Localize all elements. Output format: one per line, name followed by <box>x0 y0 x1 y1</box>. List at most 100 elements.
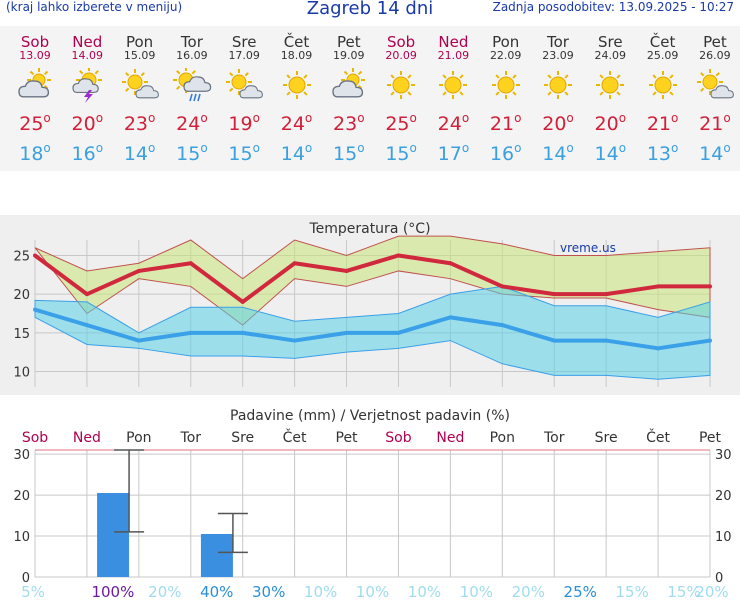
min-temperature-point <box>552 338 557 343</box>
min-temperature-point <box>84 323 89 328</box>
sun-cloud-icon <box>224 68 264 104</box>
degree-sign: o <box>200 141 208 155</box>
page-title: Zagreb 14 dni <box>306 0 434 19</box>
precipitation-probability: 20% <box>695 583 728 600</box>
min-temperature: 14o <box>689 141 740 165</box>
day-date: 16.09 <box>176 49 208 62</box>
watermark: vreme.us <box>560 241 616 255</box>
y-tick-label-right: 20 <box>715 489 732 504</box>
degree-sign: o <box>461 141 470 155</box>
max-temperature-value: 20 <box>594 113 619 135</box>
min-temperature: 15o <box>323 141 375 165</box>
degree-sign: o <box>95 111 104 125</box>
precipitation-day-label: Sob <box>385 430 411 446</box>
day-name: Pet <box>703 33 727 51</box>
degree-sign: o <box>514 141 522 155</box>
day-date: 18.09 <box>280 49 313 62</box>
y-tick-label: 10 <box>13 366 30 381</box>
precipitation-probability: 10% <box>408 583 441 600</box>
max-temperature-point <box>448 261 453 266</box>
day-header: Tor 23.09 <box>532 34 584 62</box>
day-date: 15.09 <box>123 49 156 62</box>
min-temperature-point <box>33 307 37 312</box>
max-temperature-value: 21 <box>699 113 724 135</box>
precipitation-probability: 15% <box>667 583 700 600</box>
sun-icon <box>381 68 421 104</box>
max-temperature-point <box>604 292 609 297</box>
min-temperature: 15o <box>375 141 427 165</box>
degree-sign: o <box>514 111 522 125</box>
y-tick-label: 25 <box>13 249 30 264</box>
day-header: Pet 26.09 <box>689 34 740 62</box>
y-tick-label-left: 10 <box>13 530 30 545</box>
degree-sign: o <box>252 141 260 155</box>
day-header: Ned 14.09 <box>61 34 113 62</box>
precipitation-day-label: Ned <box>436 430 464 446</box>
min-temperature-point <box>292 338 297 343</box>
min-temperature-value: 15 <box>228 143 253 165</box>
daily-forecast-strip: Sob 13.09 25o 18o Ned 14.09 20o 16o Pon 15.09 23o 1… <box>0 26 740 171</box>
min-temperature-value: 16 <box>71 143 96 165</box>
max-temperature-point <box>344 268 349 273</box>
min-temperature: 13o <box>637 141 689 165</box>
y-tick-label-right: 30 <box>715 448 732 463</box>
max-temperature: 25o <box>9 111 61 135</box>
min-temperature-value: 16 <box>489 143 515 165</box>
day-date: 26.09 <box>699 49 731 62</box>
day-date: 14.09 <box>71 49 104 62</box>
day-date: 13.09 <box>19 49 51 62</box>
day-date: 24.09 <box>594 49 627 62</box>
degree-sign: o <box>409 111 417 125</box>
max-temperature-point <box>188 261 193 266</box>
precipitation-day-label: Sre <box>231 430 254 446</box>
max-temperature-value: 24 <box>280 113 305 135</box>
precipitation-day-label: Pon <box>490 430 515 446</box>
y-tick-label: 20 <box>13 288 30 303</box>
precipitation-probability: 10% <box>356 583 389 600</box>
min-temperature: 15o <box>166 141 218 165</box>
precipitation-probability: 20% <box>512 583 545 600</box>
min-temperature-value: 15 <box>333 143 358 165</box>
degree-sign: o <box>461 111 470 125</box>
max-temperature-point <box>552 292 557 297</box>
day-name: Pet <box>336 33 361 51</box>
day-name: Tor <box>180 33 203 51</box>
precipitation-day-label: Tor <box>180 430 202 446</box>
min-temperature: 14o <box>532 141 584 165</box>
max-temperature-value: 23 <box>123 113 149 135</box>
day-name: Čet <box>649 33 676 51</box>
precipitation-day-label: Tor <box>543 430 565 446</box>
min-temperature-value: 14 <box>699 143 724 165</box>
max-temperature-value: 21 <box>646 113 672 135</box>
max-temperature-value: 21 <box>489 113 515 135</box>
max-temperature: 25o <box>375 111 427 135</box>
degree-sign: o <box>200 111 208 125</box>
sun-icon <box>643 68 683 104</box>
max-temperature-point <box>84 292 89 297</box>
min-temperature-point <box>708 338 712 343</box>
day-name: Pon <box>125 33 154 51</box>
day-name: Ned <box>72 33 103 51</box>
precipitation-probability: 10% <box>460 583 493 600</box>
y-tick-label-right: 10 <box>715 530 732 545</box>
max-temperature-point <box>292 261 297 266</box>
day-name: Sre <box>598 33 623 51</box>
precipitation-day-label: Pet <box>336 430 359 446</box>
precipitation-probability: 10% <box>304 583 337 600</box>
day-name: Čet <box>283 33 310 51</box>
max-temperature-range-band <box>34 235 711 326</box>
max-temperature-point <box>33 253 37 258</box>
min-temperature: 15o <box>218 141 270 165</box>
max-temperature: 21o <box>689 111 740 135</box>
day-header: Sob 20.09 <box>375 34 427 62</box>
max-temperature: 24o <box>427 111 479 135</box>
partly-cloudy-icon <box>15 68 55 104</box>
min-temperature-point <box>448 315 453 320</box>
max-temperature: 23o <box>323 111 375 135</box>
precipitation-day-label: Čet <box>646 428 670 446</box>
day-name: Sob <box>386 33 416 51</box>
max-temperature-value: 24 <box>437 113 462 135</box>
region-hint[interactable]: (kraj lahko izberete v meniju) <box>6 0 183 14</box>
sun-icon <box>433 68 473 104</box>
min-temperature-value: 17 <box>437 143 462 165</box>
